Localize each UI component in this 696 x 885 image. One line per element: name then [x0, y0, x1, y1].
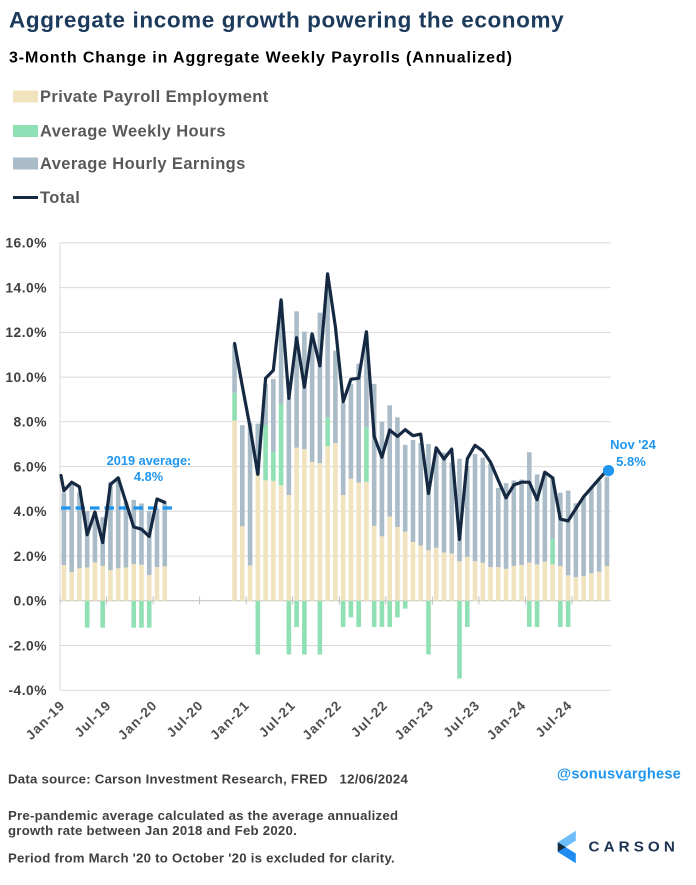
svg-text:growth rate between Jan 2018 a: growth rate between Jan 2018 and Feb 202…: [8, 823, 297, 838]
svg-text:4.8%: 4.8%: [134, 469, 164, 484]
svg-text:12.0%: 12.0%: [5, 325, 47, 340]
svg-text:@sonusvarghese: @sonusvarghese: [557, 767, 681, 783]
svg-text:3-Month Change in Aggregate We: 3-Month Change in Aggregate Weekly Payro…: [9, 50, 513, 67]
svg-text:Total: Total: [40, 189, 80, 207]
svg-text:Average Weekly Hours: Average Weekly Hours: [40, 123, 226, 141]
svg-text:2019 average:: 2019 average:: [107, 453, 192, 468]
svg-text:-4.0%: -4.0%: [8, 683, 47, 698]
svg-text:16.0%: 16.0%: [5, 236, 47, 251]
svg-text:0.0%: 0.0%: [14, 594, 47, 609]
svg-text:14.0%: 14.0%: [5, 280, 47, 295]
svg-text:CARSON: CARSON: [589, 839, 679, 856]
svg-text:Period from March '20 to Octob: Period from March '20 to October '20 is …: [8, 851, 395, 866]
svg-text:10.0%: 10.0%: [5, 370, 47, 385]
svg-text:2.0%: 2.0%: [14, 549, 47, 564]
svg-text:6.0%: 6.0%: [14, 459, 47, 474]
svg-text:Private Payroll Employment: Private Payroll Employment: [40, 88, 269, 106]
svg-text:5.8%: 5.8%: [616, 454, 646, 469]
svg-text:Average Hourly Earnings: Average Hourly Earnings: [40, 155, 246, 173]
svg-text:Pre-pandemic average calculate: Pre-pandemic average calculated as the a…: [8, 808, 398, 823]
svg-text:Aggregate income growth poweri: Aggregate income growth powering the eco…: [9, 8, 564, 33]
svg-text:Data source: Carson Investment: Data source: Carson Investment Research,…: [8, 772, 408, 787]
svg-text:Nov '24: Nov '24: [610, 437, 656, 452]
svg-text:4.0%: 4.0%: [14, 504, 47, 519]
svg-text:-2.0%: -2.0%: [8, 638, 47, 653]
svg-text:8.0%: 8.0%: [14, 415, 47, 430]
